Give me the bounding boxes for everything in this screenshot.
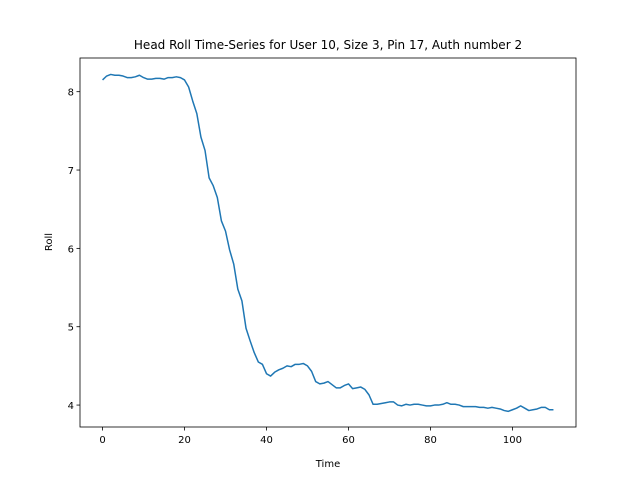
y-tick-label: 7 bbox=[68, 166, 74, 177]
y-tick-label: 8 bbox=[68, 88, 74, 99]
x-tick-label: 60 bbox=[342, 435, 355, 446]
y-tick-label: 6 bbox=[68, 244, 74, 255]
x-tick-label: 100 bbox=[503, 435, 522, 446]
x-tick-label: 40 bbox=[260, 435, 273, 446]
y-tick-label: 5 bbox=[68, 323, 74, 334]
chart-title: Head Roll Time-Series for User 10, Size … bbox=[134, 38, 522, 52]
plot-frame bbox=[79, 57, 577, 428]
y-axis-label: Roll bbox=[44, 233, 55, 251]
line-series bbox=[102, 73, 554, 413]
x-tick-label: 0 bbox=[99, 435, 105, 446]
x-axis-label: Time bbox=[315, 459, 340, 470]
y-tick-label: 4 bbox=[68, 401, 74, 412]
x-tick-label: 80 bbox=[424, 435, 437, 446]
x-tick-label: 20 bbox=[178, 435, 191, 446]
